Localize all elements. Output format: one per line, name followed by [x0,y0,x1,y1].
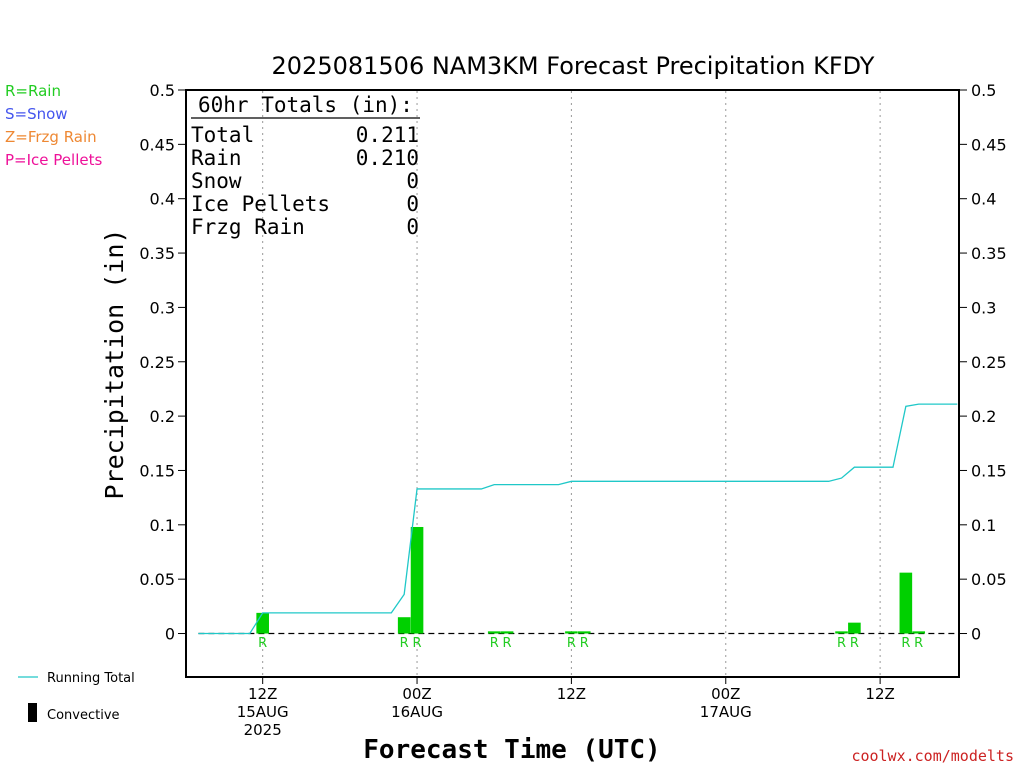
totals-row-value: 0.211 [356,123,419,147]
x-tick-label: 00Z [711,685,740,703]
rain-marker: R [901,636,910,651]
totals-row-value: 0 [406,215,419,239]
precip-type-key: R=Rain S=Snow Z=Frzg Rain P=Ice Pellets [5,82,102,169]
precip-key-item: Z=Frzg Rain [5,128,97,146]
legend-bar-swatch [28,703,37,722]
y-axis-left: 0.5 0.45 0.4 0.35 0.3 0.25 0.2 0.15 0.1 0.05 0 [139,81,186,644]
totals-box: 60hr Totals (in): Total 0.211 Rain 0.210 Sno… [191,93,420,239]
totals-header: 60hr Totals (in): [198,93,413,117]
rain-marker: R [567,636,576,651]
precip-key-item: P=Ice Pellets [5,151,102,169]
totals-row-label: Rain [191,146,242,170]
y-tick-label-left: 0.35 [139,244,175,263]
x-tick-label: 15AUG [237,703,289,721]
precip-bar [912,631,926,634]
y-tick-label-right: 0.25 [971,353,1007,372]
precip-bars [256,526,926,634]
x-tick-label: 16AUG [391,703,443,721]
totals-row-value: 0.210 [356,146,419,170]
y-tick-label-right: 0.4 [971,190,996,209]
y-tick-label-right: 0.2 [971,407,996,426]
totals-row-label: Ice Pellets [191,192,330,216]
rain-marker: R [400,636,409,651]
credit-text: coolwx.com/modelts [851,747,1014,765]
totals-row-label: Total [191,123,254,147]
rain-marker: R [580,636,589,651]
legend-line-label: Running Total [47,671,135,686]
precip-key-item: S=Snow [5,105,68,123]
precip-bar [500,631,514,634]
chart-title: 2025081506 NAM3KM Forecast Precipitation… [272,52,875,80]
y-tick-label-right: 0.35 [971,244,1007,263]
y-tick-label-right: 0 [971,625,981,644]
precip-bar [899,572,913,634]
y-tick-label-left: 0.2 [150,407,175,426]
rain-marker: R [837,636,846,651]
y-tick-label-left: 0.25 [139,353,175,372]
y-tick-label-left: 0.45 [139,135,175,154]
precip-bar [397,617,411,634]
totals-row-label: Snow [191,169,242,193]
y-tick-label-right: 0.5 [971,81,996,100]
vertical-gridlines [262,91,881,676]
y-tick-label-left: 0 [165,625,175,644]
rain-marker: R [490,636,499,651]
y-tick-label-left: 0.3 [150,298,175,317]
y-tick-label-right: 0.05 [971,570,1007,589]
x-tick-label: 12Z [248,685,277,703]
totals-row-label: Frzg Rain [191,215,305,239]
y-tick-label-right: 0.3 [971,298,996,317]
x-tick-label: 12Z [557,685,586,703]
y-tick-label-right: 0.15 [971,461,1007,480]
precip-bar [848,622,861,634]
precip-bar [577,631,591,634]
y-tick-label-right: 0.1 [971,516,996,535]
x-tick-label: 17AUG [700,703,752,721]
plot-frame [185,89,960,678]
precip-key-item: R=Rain [5,82,61,100]
rain-marker: R [850,636,859,651]
precip-bar [410,526,424,634]
rain-marker: R [914,636,923,651]
legend-bar-label: Convective [47,708,120,723]
y-tick-label-right: 0.45 [971,135,1007,154]
y-tick-label-left: 0.5 [150,81,175,100]
x-tick-label: 12Z [865,685,894,703]
rain-marker: R [503,636,512,651]
x-tick-label: 2025 [244,721,282,739]
precip-bar [835,631,848,634]
legend: Running Total Convective [18,671,135,723]
rain-marker: R [258,636,267,651]
precip-bar [565,631,578,634]
totals-row-value: 0 [406,169,419,193]
y-axis-title: Precipitation (in) [100,229,129,500]
precip-bar [487,631,501,634]
y-tick-label-left: 0.4 [150,190,175,209]
y-tick-label-left: 0.15 [139,461,175,480]
running-total-line [198,403,958,635]
x-axis-title: Forecast Time (UTC) [363,735,660,765]
x-tick-label: 00Z [402,685,431,703]
y-tick-label-left: 0.05 [139,570,175,589]
precip-bar [256,612,269,634]
y-axis-right: 0.5 0.45 0.4 0.35 0.3 0.25 0.2 0.15 0.1 0.05 0 [959,81,1007,644]
rain-marker: R [413,636,422,651]
totals-row-value: 0 [406,192,419,216]
y-tick-label-left: 0.1 [150,516,175,535]
